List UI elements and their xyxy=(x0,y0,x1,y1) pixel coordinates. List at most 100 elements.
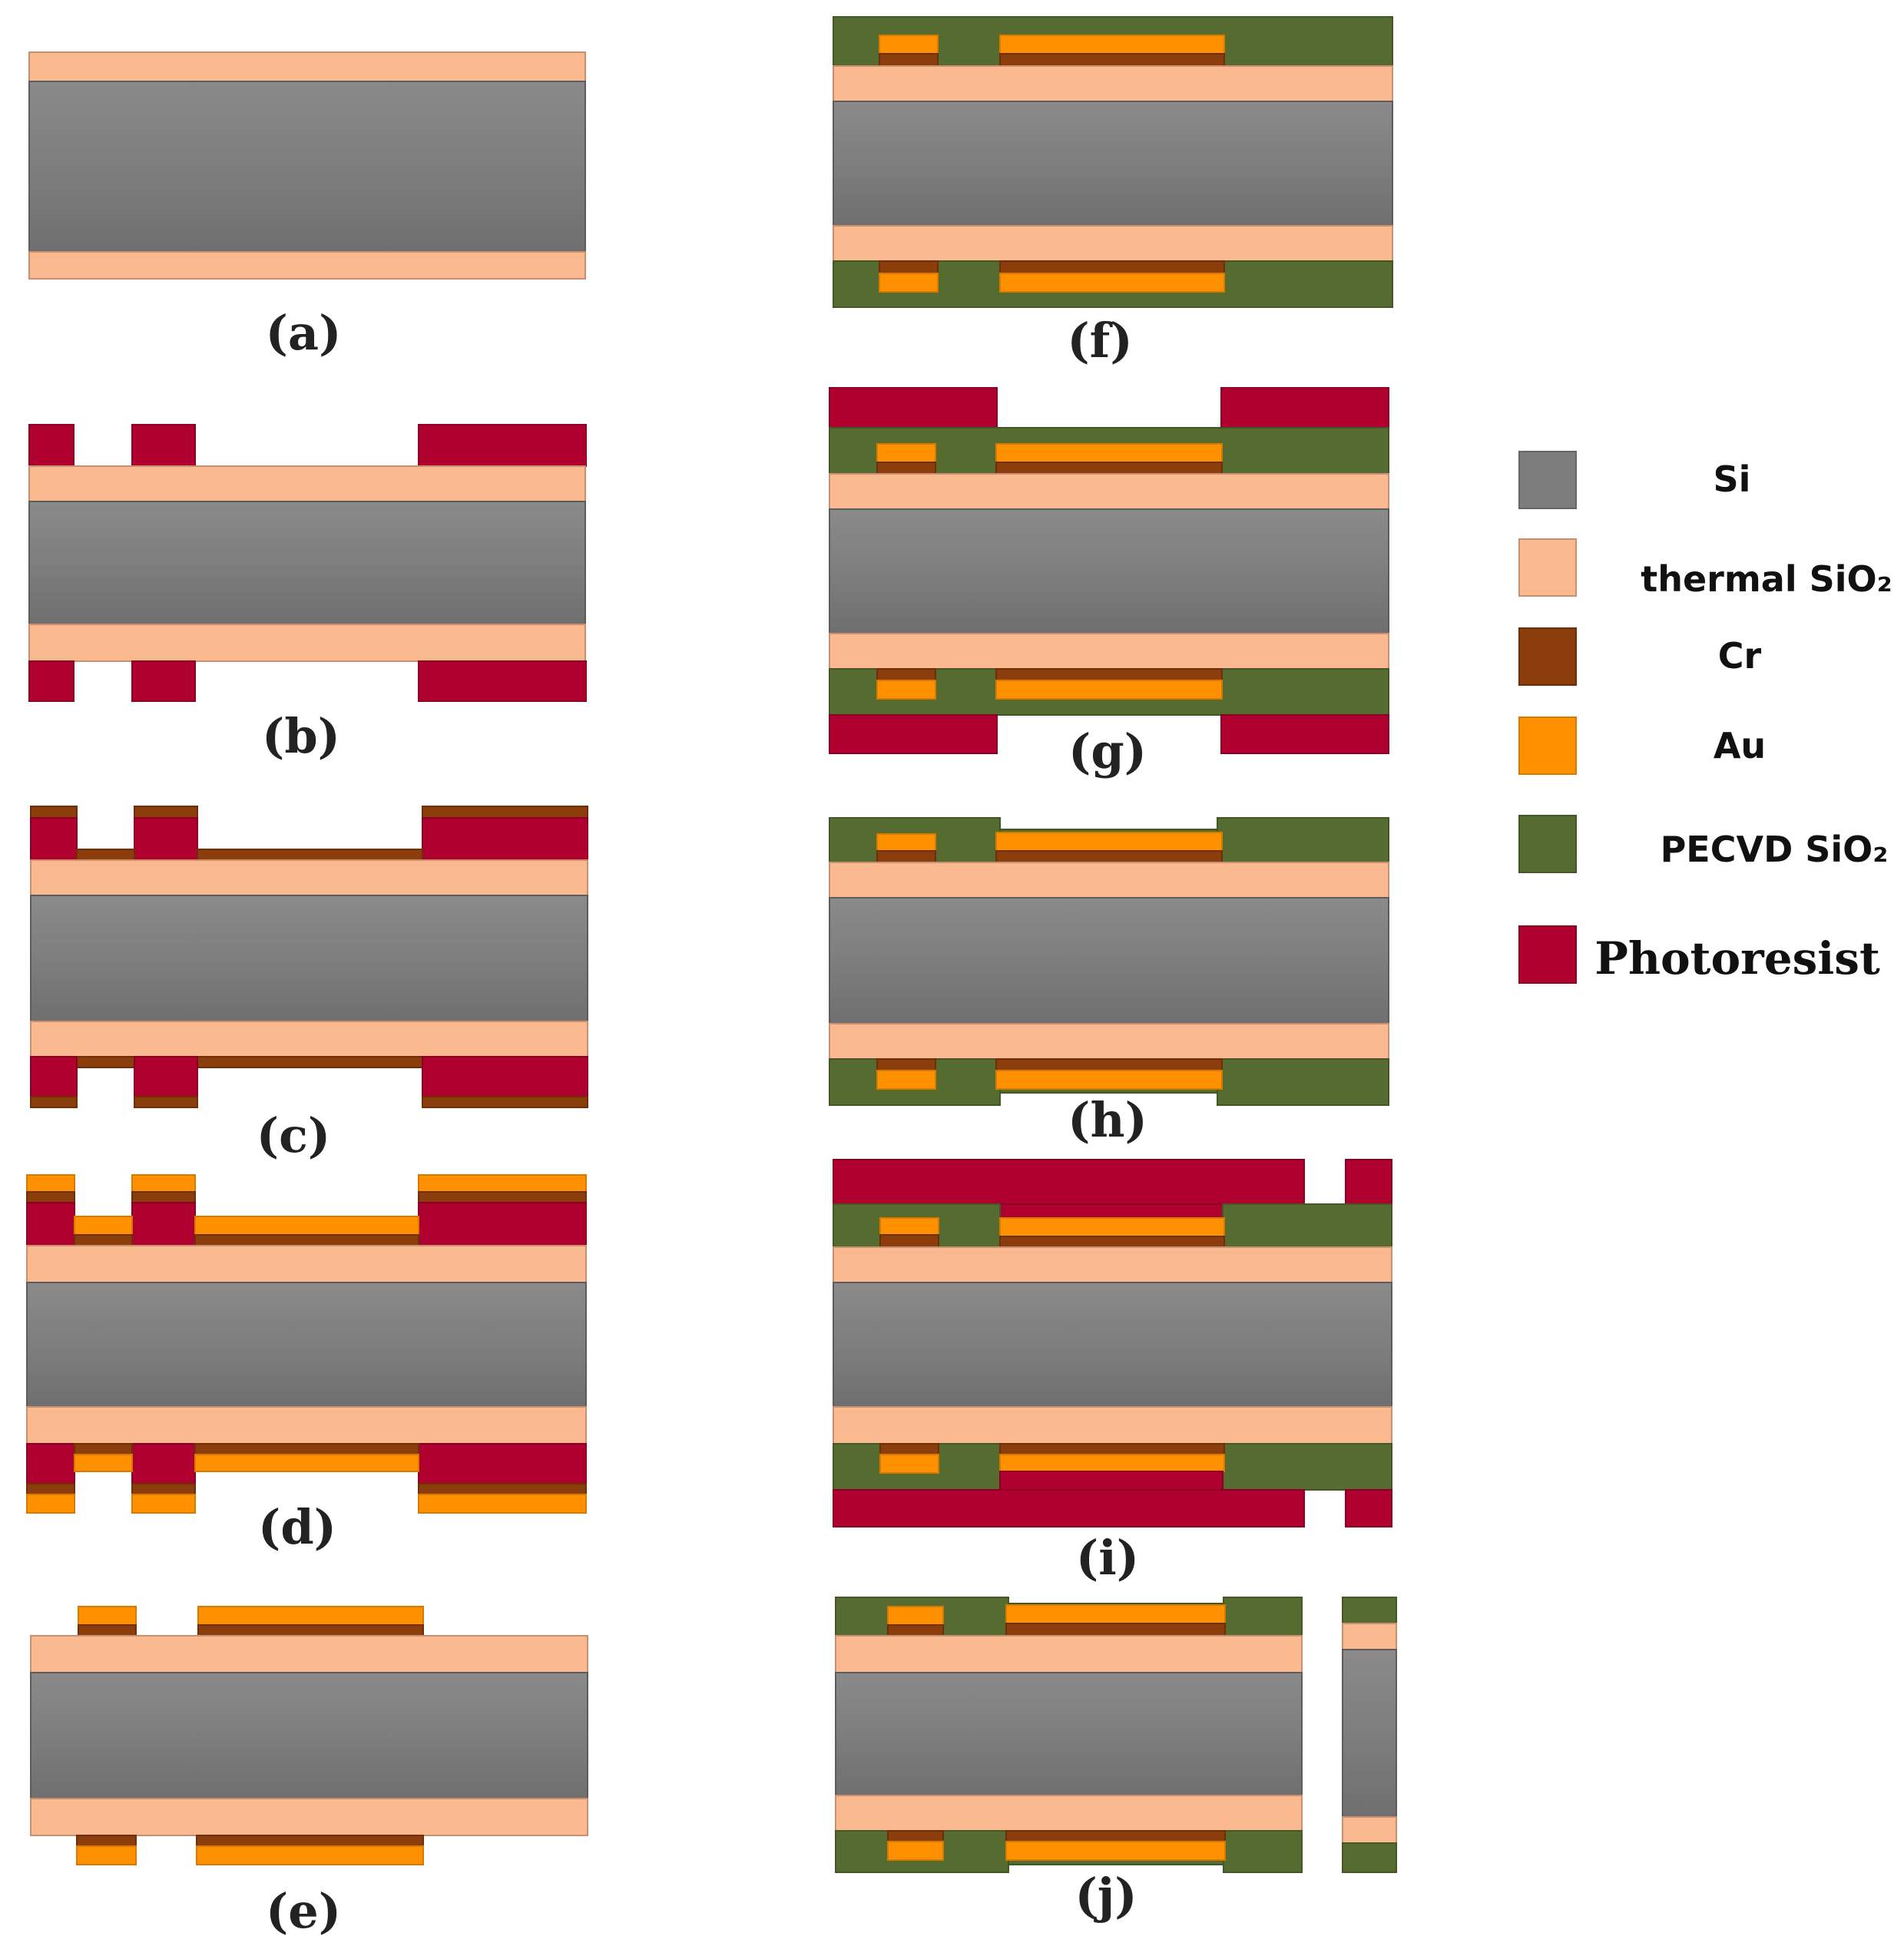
layer-d-ox xyxy=(26,1406,587,1445)
layer-d-pr xyxy=(131,1202,196,1246)
layer-h-cr xyxy=(995,1058,1223,1071)
layer-d-cr xyxy=(26,1191,75,1203)
legend-swatch-au xyxy=(1518,717,1577,775)
layer-j-si xyxy=(1342,1649,1397,1818)
layer-c-cr xyxy=(30,806,78,819)
layer-b-si xyxy=(28,501,586,625)
layer-i-cr xyxy=(999,1236,1225,1248)
caption-f: (f) xyxy=(1067,313,1132,369)
legend-label-si: Si xyxy=(1714,458,1751,500)
layer-b-pr xyxy=(131,660,196,702)
layer-j-au xyxy=(1005,1604,1226,1624)
layer-d-pr xyxy=(418,1202,587,1246)
layer-e-ox xyxy=(30,1798,588,1836)
layer-d-au xyxy=(74,1454,133,1472)
layer-i-pe xyxy=(1222,1443,1392,1491)
legend-swatch-pecvd-sio2 xyxy=(1518,815,1577,873)
layer-a-si xyxy=(28,81,586,253)
layer-f-au xyxy=(879,35,939,55)
layer-g-au xyxy=(995,680,1223,700)
layer-j-si xyxy=(835,1672,1303,1796)
layer-i-pr xyxy=(833,1159,1305,1205)
layer-j-pe xyxy=(1223,1830,1303,1873)
layer-i-cr xyxy=(999,1443,1225,1455)
layer-g-pr xyxy=(1220,714,1389,754)
layer-c-pr xyxy=(134,1056,198,1097)
layer-j-cr xyxy=(887,1624,944,1637)
layer-a-ox xyxy=(28,251,586,280)
layer-j-ox xyxy=(835,1635,1303,1673)
layer-h-si xyxy=(829,897,1389,1024)
layer-i-pr xyxy=(1345,1159,1392,1205)
layer-f-ox xyxy=(833,225,1393,262)
layer-i-ox xyxy=(833,1406,1392,1445)
legend-swatch-si xyxy=(1518,451,1577,509)
layer-e-cr xyxy=(196,1835,424,1847)
layer-g-cr xyxy=(995,668,1223,681)
layer-i-cr xyxy=(879,1443,939,1455)
layer-b-ox xyxy=(28,465,586,502)
legend-swatch-cr xyxy=(1518,627,1577,686)
layer-d-cr xyxy=(131,1483,196,1495)
layer-e-cr xyxy=(197,1624,424,1637)
layer-c-cr xyxy=(422,1096,588,1108)
layer-d-cr xyxy=(74,1234,133,1246)
layer-c-cr xyxy=(76,849,135,861)
layer-h-ox xyxy=(829,862,1389,899)
layer-g-au xyxy=(876,443,936,463)
layer-d-cr xyxy=(74,1443,133,1455)
layer-g-pr xyxy=(829,387,998,429)
layer-d-au xyxy=(131,1494,196,1514)
layer-c-si xyxy=(30,895,588,1022)
legend-label-thermal-sio2: thermal SiO₂ xyxy=(1641,558,1892,600)
caption-i: (i) xyxy=(1076,1530,1139,1586)
layer-d-au xyxy=(26,1174,75,1193)
layer-d-au xyxy=(74,1216,133,1236)
layer-c-ox xyxy=(30,1021,588,1057)
layer-g-ox xyxy=(829,473,1389,510)
caption-j: (j) xyxy=(1075,1868,1137,1924)
layer-j-pe xyxy=(1223,1597,1303,1637)
layer-g-cr xyxy=(995,462,1223,475)
layer-e-ox xyxy=(30,1635,588,1673)
layer-e-cr xyxy=(76,1835,137,1847)
layer-c-cr xyxy=(197,849,423,861)
layer-f-cr xyxy=(999,260,1225,274)
layer-d-pr xyxy=(418,1443,587,1484)
process-step-cross-sections xyxy=(26,16,1397,1873)
layer-e-au xyxy=(196,1845,424,1865)
layer-h-ox xyxy=(829,1023,1389,1060)
layer-i-cr xyxy=(879,1234,939,1248)
caption-e: (e) xyxy=(266,1883,341,1939)
layer-i-si xyxy=(833,1282,1392,1408)
layer-i-pr xyxy=(999,1471,1224,1491)
layer-j-ox xyxy=(1342,1623,1397,1650)
legend: Si thermal SiO₂ Cr Au PECVD SiO₂ Photore… xyxy=(1518,451,1892,985)
layer-e-cr xyxy=(78,1624,137,1637)
layer-h-pe xyxy=(1217,817,1389,863)
layer-g-ox xyxy=(829,633,1389,670)
caption-c: (c) xyxy=(257,1107,330,1163)
layer-h-au xyxy=(995,832,1223,852)
layer-d-cr xyxy=(418,1191,587,1203)
layer-c-cr xyxy=(134,806,198,819)
layer-i-au xyxy=(999,1217,1225,1237)
legend-label-au: Au xyxy=(1714,725,1766,766)
layer-j-au xyxy=(887,1841,944,1861)
layer-f-ox xyxy=(833,65,1393,102)
layer-i-ox xyxy=(833,1246,1392,1283)
layer-j-au xyxy=(1005,1841,1226,1861)
layer-d-au xyxy=(194,1216,419,1236)
layer-i-pr xyxy=(833,1489,1305,1527)
layer-c-pr xyxy=(422,1056,588,1097)
layer-j-cr xyxy=(887,1830,944,1842)
layer-d-au xyxy=(131,1174,196,1193)
layer-g-si xyxy=(829,508,1389,634)
layer-g-au xyxy=(876,680,936,700)
layer-j-cr xyxy=(1005,1623,1226,1637)
layer-a-ox xyxy=(28,51,586,82)
caption-h: (h) xyxy=(1068,1092,1147,1148)
layer-j-pe xyxy=(1342,1842,1397,1873)
legend-swatch-photoresist xyxy=(1518,925,1577,984)
legend-label-photoresist: Photoresist xyxy=(1594,932,1880,985)
